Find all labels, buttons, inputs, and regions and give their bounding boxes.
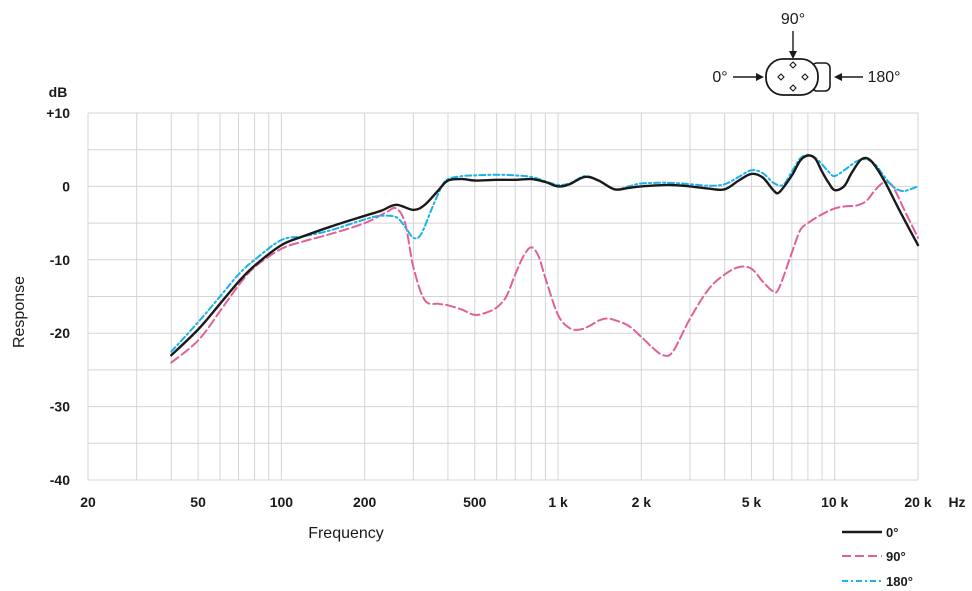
x-tick-label: 20 — [80, 494, 96, 510]
tick-layer: 20 50 100 200 500 1 k 2 k 5 k 10 k 20 k +10 0 -10 -20… — [46, 105, 932, 510]
angle-0-label: 0° — [712, 69, 727, 86]
x-tick-label: 200 — [353, 494, 377, 510]
angle-180-label: 180° — [867, 69, 900, 86]
x-tick-label: 2 k — [632, 494, 652, 510]
series-layer — [170, 153, 920, 364]
x-tick-label: 5 k — [742, 494, 762, 510]
y-tick-label: -20 — [50, 325, 70, 341]
x-tick-label: 100 — [270, 494, 294, 510]
legend: 0° 90° 180° — [842, 525, 913, 589]
x-unit-label: Hz — [948, 494, 965, 510]
series-line-2 — [170, 153, 919, 353]
y-tick-label: -10 — [50, 252, 70, 268]
microphone-icon — [765, 58, 831, 96]
y-tick-label: 0 — [62, 178, 70, 194]
x-tick-label: 1 k — [548, 494, 568, 510]
y-tick-label: -30 — [50, 399, 70, 415]
arrow-0-head — [756, 73, 764, 81]
chart-grid — [87, 112, 919, 481]
legend-label-90: 90° — [886, 549, 906, 564]
series-line-1 — [170, 181, 919, 364]
angle-90-label: 90° — [781, 11, 805, 28]
legend-label-180: 180° — [886, 574, 913, 589]
orientation-diagram: 90° 0° 180° — [712, 11, 901, 96]
arrow-90-head — [789, 51, 797, 59]
y-tick-label: +10 — [46, 105, 70, 121]
x-tick-label: 500 — [463, 494, 487, 510]
x-tick-label: 50 — [190, 494, 206, 510]
arrow-180-head — [834, 73, 842, 81]
y-unit-label: dB — [49, 84, 68, 100]
y-axis-title: Response — [11, 276, 28, 348]
x-tick-label: 10 k — [821, 494, 848, 510]
legend-label-0: 0° — [886, 525, 898, 540]
x-tick-label: 20 k — [904, 494, 931, 510]
y-tick-label: -40 — [50, 472, 70, 488]
series-line-0 — [170, 154, 920, 357]
x-axis-title: Frequency — [308, 525, 384, 542]
